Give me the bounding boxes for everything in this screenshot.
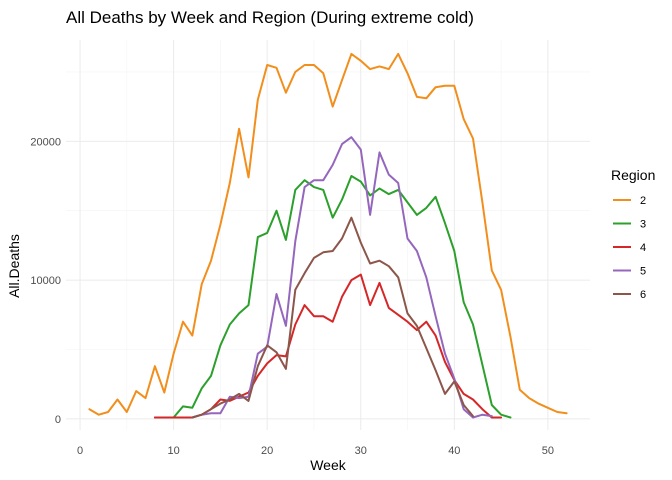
- x-axis-title: Week: [310, 457, 347, 473]
- legend: 2 3 4 5 6: [613, 195, 646, 301]
- x-tick-label: 30: [355, 445, 367, 457]
- legend-title: Region: [611, 167, 655, 183]
- y-axis-ticks: 0 10000 20000: [30, 136, 61, 426]
- legend-label-5: 5: [640, 266, 646, 278]
- legend-label-3: 3: [640, 219, 646, 231]
- series-line-region-6: [191, 216, 474, 419]
- series-line-region-4: [153, 273, 503, 419]
- series-line-region-5: [191, 136, 493, 419]
- series-line-region-3: [153, 175, 512, 419]
- x-axis-ticks: 0 10 20 30 40 50: [77, 445, 554, 457]
- y-tick-label: 10000: [30, 275, 61, 287]
- x-tick-label: 10: [167, 445, 179, 457]
- y-axis-title: All.Deaths: [6, 234, 22, 298]
- plot-grid: [66, 40, 590, 430]
- x-tick-label: 50: [542, 445, 554, 457]
- chart-title: All Deaths by Week and Region (During ex…: [66, 8, 474, 27]
- x-tick-label: 20: [261, 445, 273, 457]
- legend-label-6: 6: [640, 289, 646, 301]
- series-lines: [88, 52, 568, 419]
- series-line-region-2: [88, 52, 568, 416]
- y-tick-label: 20000: [30, 136, 61, 148]
- legend-label-4: 4: [640, 242, 646, 254]
- legend-label-2: 2: [640, 195, 646, 207]
- y-tick-label: 0: [55, 414, 61, 426]
- x-tick-label: 0: [77, 445, 83, 457]
- x-tick-label: 40: [448, 445, 460, 457]
